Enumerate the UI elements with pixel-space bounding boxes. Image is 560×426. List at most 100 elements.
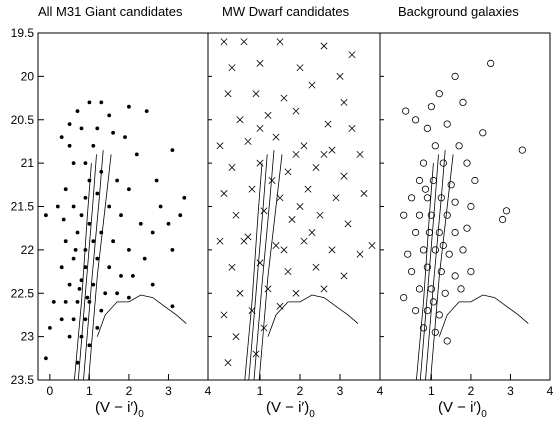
point-1-59 [232, 333, 240, 341]
point-1-38 [288, 216, 296, 223]
point-0-68 [95, 326, 100, 330]
point-1-35 [360, 190, 368, 197]
point-1-61 [224, 359, 232, 367]
point-0-40 [99, 230, 104, 235]
point-2-25 [400, 211, 408, 219]
y-axis: 19.5 20 20.5 21 21.5 22 22.5 23 23.5 [11, 26, 384, 387]
point-1-43 [272, 242, 280, 250]
point-2-8 [423, 124, 431, 132]
point-0-24 [178, 213, 183, 218]
x-tick-label-0-1: 1 [86, 384, 93, 398]
point-2-11 [455, 142, 463, 150]
point-1-21 [272, 133, 280, 141]
x-tick-label-0-2: 2 [126, 384, 133, 398]
point-0-74 [75, 360, 80, 365]
panel-title-background-galaxies: Background galaxies [398, 4, 519, 19]
point-1-70 [240, 237, 248, 245]
x-axis-label-2-sub: 0 [309, 409, 315, 420]
x-tick-label-1-3: 4 [377, 384, 384, 398]
point-0-79 [77, 287, 82, 291]
point-0-19 [83, 161, 88, 166]
point-0-42 [126, 248, 131, 252]
point-2-54 [419, 324, 428, 332]
point-2-35 [463, 224, 471, 232]
panel-mw-dwarfs: MW Dwarf candidates [207, 4, 381, 381]
point-2-24 [467, 202, 475, 211]
point-2-56 [443, 337, 451, 345]
point-2-50 [457, 285, 465, 293]
point-1-8 [336, 72, 344, 80]
isochrone-2-1 [419, 154, 439, 381]
point-2-58 [439, 241, 447, 250]
point-0-22 [126, 187, 131, 192]
point-2-38 [431, 246, 439, 254]
point-0-13 [123, 135, 127, 140]
x-axis-m31-giants: 0 1 2 3 4 [47, 374, 212, 398]
point-0-20 [99, 169, 104, 174]
point-2-37 [419, 246, 428, 254]
point-0-14 [134, 152, 139, 157]
point-1-65 [320, 150, 328, 158]
point-2-0 [487, 59, 495, 68]
point-0-23 [158, 204, 163, 209]
point-1-36 [232, 211, 240, 219]
point-2-13 [419, 159, 428, 167]
point-1-12 [308, 81, 316, 89]
point-0-39 [87, 221, 92, 226]
point-2-14 [439, 159, 447, 167]
point-0-26 [55, 204, 60, 209]
x-axis-label-1-main: (V − i′) [95, 399, 138, 416]
point-0-12 [91, 143, 96, 148]
point-1-6 [256, 59, 264, 67]
points-background-galaxies [400, 59, 526, 345]
point-0-43 [142, 256, 147, 261]
point-2-16 [415, 176, 424, 185]
point-2-53 [435, 311, 443, 319]
point-0-15 [170, 148, 175, 153]
y-tick-label-8: 23.5 [11, 373, 35, 387]
point-0-72 [87, 343, 92, 348]
point-0-81 [85, 295, 90, 300]
x-axis-label-2: (V − i′)0 [266, 399, 315, 420]
point-2-1 [451, 72, 459, 81]
point-0-30 [83, 195, 88, 200]
x-axis-label-2-main: (V − i′) [266, 399, 309, 416]
points-mw-dwarfs [216, 38, 376, 367]
point-1-29 [340, 172, 348, 180]
point-1-54 [292, 289, 300, 297]
isochrone-1-1 [248, 154, 268, 381]
point-2-28 [443, 211, 451, 219]
point-1-26 [256, 159, 264, 167]
panel-title-m31-giants: All M31 Giant candidates [38, 4, 183, 19]
point-1-20 [244, 137, 252, 145]
point-2-27 [427, 211, 435, 219]
point-1-16 [292, 107, 300, 115]
point-0-1 [99, 100, 104, 105]
point-1-50 [312, 263, 320, 271]
point-2-49 [441, 289, 449, 297]
point-2-57 [429, 298, 437, 306]
point-0-64 [170, 304, 175, 309]
point-0-0 [87, 100, 92, 105]
y-tick-label-2: 20.5 [11, 113, 35, 127]
point-0-10 [59, 135, 64, 140]
point-1-45 [328, 246, 336, 254]
point-0-63 [99, 308, 104, 313]
x-tick-label-1-0: 1 [257, 384, 264, 398]
point-0-3 [144, 109, 149, 113]
point-2-42 [423, 263, 431, 271]
isochrone-1-2 [253, 150, 275, 381]
point-1-3 [320, 42, 328, 50]
point-1-44 [300, 237, 308, 245]
point-1-48 [256, 259, 264, 267]
panel-title-mw-dwarfs: MW Dwarf candidates [222, 4, 350, 19]
point-2-7 [443, 120, 451, 128]
point-0-66 [71, 317, 76, 322]
point-1-32 [276, 194, 284, 202]
x-axis-label-3-sub: 0 [481, 409, 487, 420]
x-tick-label-2-2: 3 [507, 384, 514, 398]
y-tick-label-6: 22.5 [11, 286, 35, 300]
x-tick-label-2-0: 1 [428, 384, 435, 398]
point-1-34 [332, 194, 340, 202]
